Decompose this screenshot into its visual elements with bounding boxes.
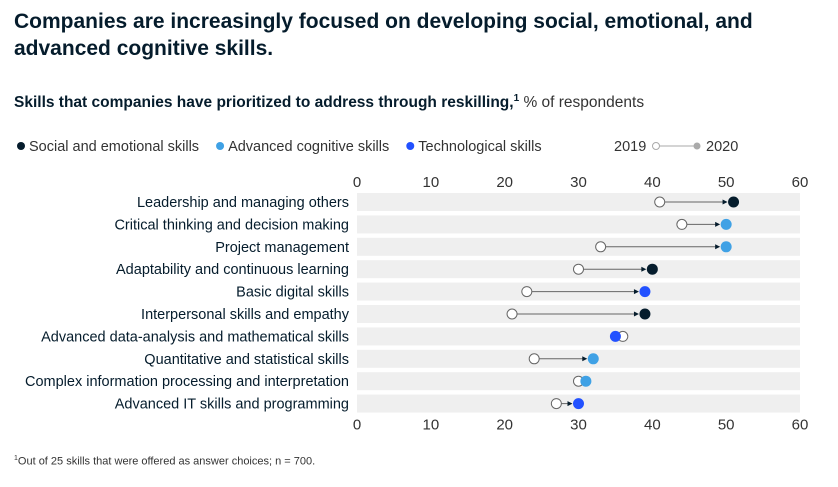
legend-year-end-marker [693, 142, 701, 150]
row-bands [357, 193, 800, 413]
subtitle-main: Skills that companies have prioritized t… [14, 94, 514, 112]
x-tick-bottom-10: 10 [422, 417, 439, 434]
footnote-text: Out of 25 skills that were offered as an… [17, 455, 316, 468]
chart-title: Companies are increasingly focused on de… [14, 10, 753, 60]
dumbbell-row [528, 353, 599, 365]
row-band [357, 215, 800, 234]
connector-arrowhead [633, 311, 639, 317]
x-tick-top-0: 0 [353, 174, 361, 191]
legend-year-end: 2020 [706, 139, 738, 155]
row-band [357, 193, 800, 211]
dumbbell-chart: Social and emotional skills Advanced cogn… [17, 139, 809, 434]
marker-2020 [639, 286, 651, 298]
category-label: Adaptability and continuous learning [116, 262, 349, 278]
row-band [357, 237, 800, 256]
dumbbell-row [573, 263, 658, 275]
row-band [357, 327, 800, 346]
marker-2019 [654, 196, 666, 208]
marker-2020 [580, 375, 592, 387]
legend-year-start: 2019 [614, 139, 646, 155]
dumbbell-row [573, 375, 592, 387]
marker-2020 [646, 263, 658, 275]
x-tick-bottom-60: 60 [792, 417, 809, 434]
marker-2020 [573, 398, 584, 410]
legend-dot-social [17, 142, 25, 150]
category-label: Project management [215, 240, 349, 256]
marker-2019 [528, 353, 540, 365]
marker-2019 [595, 241, 607, 253]
x-tick-top-50: 50 [718, 174, 735, 191]
category-label: Advanced IT skills and programming [115, 397, 349, 413]
marker-2019 [550, 398, 562, 410]
x-axis-top: 0 10 20 30 40 50 60 [353, 174, 809, 191]
dumbbell-row [550, 398, 584, 410]
legend-year-start-marker [652, 142, 660, 150]
marker-2019 [521, 286, 533, 298]
dumbbell-row [654, 196, 740, 208]
legend-dot-technological [406, 142, 415, 150]
x-tick-top-40: 40 [644, 174, 661, 191]
legend-label-cognitive: Advanced cognitive skills [228, 139, 389, 155]
marker-2019 [676, 218, 688, 230]
data-marks [506, 196, 740, 410]
footnote-marker: 1 [14, 455, 18, 462]
subtitle-footnote-ref: 1 [513, 93, 520, 104]
legend-label-technological: Technological skills [418, 139, 541, 155]
x-tick-bottom-0: 0 [353, 417, 361, 434]
x-tick-top-30: 30 [570, 174, 587, 191]
x-tick-top-60: 60 [792, 174, 809, 191]
x-tick-bottom-20: 20 [496, 417, 513, 434]
connector-arrowhead [567, 401, 573, 407]
connector-arrowhead [633, 289, 639, 295]
marker-2019 [506, 308, 518, 320]
marker-2019 [573, 263, 584, 275]
connector-arrowhead [582, 356, 588, 362]
category-label: Leadership and managing others [137, 195, 349, 211]
category-label: Critical thinking and decision making [114, 217, 349, 233]
marker-2020 [639, 308, 651, 320]
x-tick-top-20: 20 [496, 174, 513, 191]
category-label: Complex information processing and inter… [25, 374, 349, 390]
category-label: Quantitative and statistical skills [144, 352, 349, 368]
connector-arrowhead [715, 244, 721, 250]
marker-2020 [728, 196, 740, 208]
legend-dot-cognitive [216, 142, 225, 150]
chart-subtitle: Skills that companies have prioritized t… [14, 93, 644, 112]
x-axis-bottom: 0 10 20 30 40 50 60 [353, 417, 809, 434]
dumbbell-row [506, 308, 651, 320]
category-label: Interpersonal skills and empathy [141, 307, 350, 323]
dumbbell-row [676, 218, 732, 230]
legend-label-social: Social and emotional skills [29, 139, 199, 155]
marker-2020 [720, 218, 732, 230]
legend: Social and emotional skills Advanced cogn… [17, 139, 738, 155]
x-tick-top-10: 10 [422, 174, 439, 191]
x-tick-bottom-40: 40 [644, 417, 661, 434]
connector-arrowhead [641, 266, 647, 272]
marker-2020 [720, 241, 732, 253]
connector-arrowhead [722, 199, 728, 205]
dumbbell-row [521, 286, 651, 298]
marker-2020 [587, 353, 599, 365]
x-tick-bottom-30: 30 [570, 417, 587, 434]
dumbbell-row [595, 241, 732, 253]
category-label: Advanced data-analysis and mathematical … [41, 329, 349, 345]
footnote: 1Out of 25 skills that were offered as a… [14, 455, 315, 468]
x-tick-bottom-50: 50 [718, 417, 735, 434]
subtitle-unit: % of respondents [523, 94, 645, 112]
connector-arrowhead [715, 221, 721, 227]
dumbbell-row [609, 330, 629, 342]
category-label: Basic digital skills [236, 285, 349, 301]
category-labels: Leadership and managing others Critical t… [25, 195, 350, 413]
marker-2020 [609, 330, 621, 342]
